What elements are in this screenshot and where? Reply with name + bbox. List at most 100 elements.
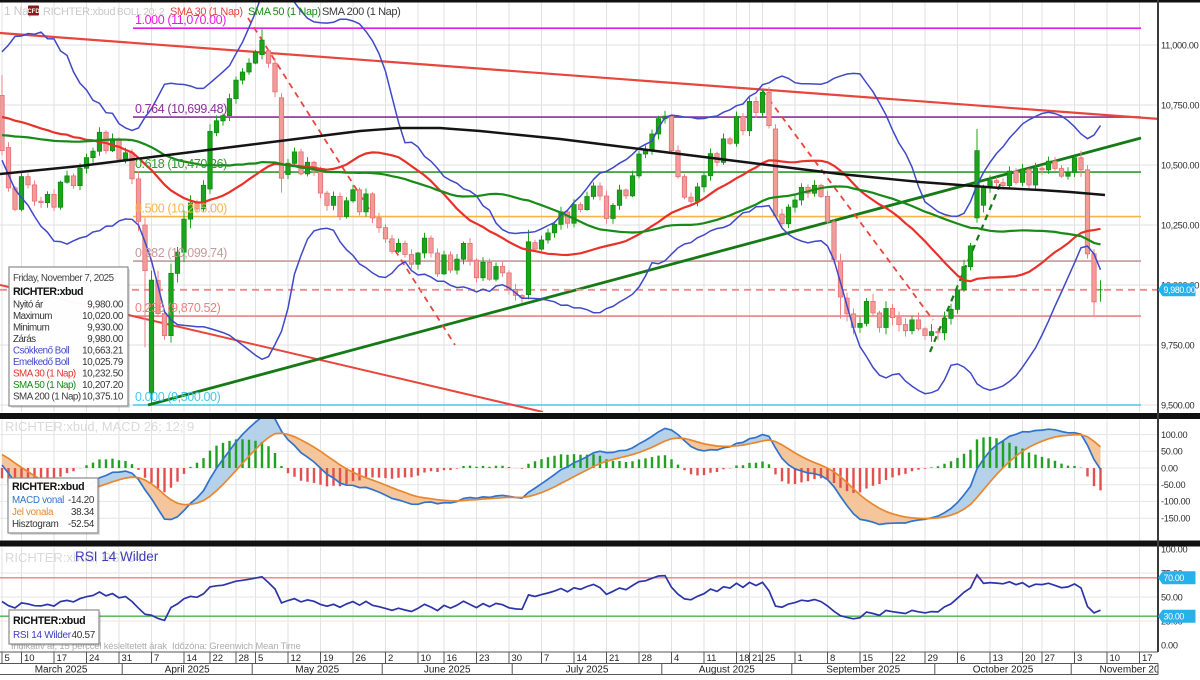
svg-text:28: 28	[642, 653, 653, 664]
svg-text:1 Nap: 1 Nap	[4, 4, 36, 18]
svg-text:15: 15	[863, 653, 874, 664]
svg-text:1: 1	[798, 653, 803, 664]
svg-text:10,500.00: 10,500.00	[1161, 160, 1199, 170]
svg-text:6: 6	[960, 653, 965, 664]
svg-text:21: 21	[752, 653, 763, 664]
svg-text:0.00: 0.00	[1161, 640, 1178, 650]
svg-text:MACD vonal: MACD vonal	[12, 495, 64, 506]
svg-text:31: 31	[122, 653, 133, 664]
svg-text:70.00: 70.00	[1164, 573, 1185, 583]
svg-text:June 2025: June 2025	[424, 665, 471, 676]
svg-text:Friday, November 7, 2025: Friday, November 7, 2025	[13, 273, 115, 284]
svg-text:RICHTER:xbud: RICHTER:xbud	[43, 6, 115, 18]
svg-text:November 2025: November 2025	[1100, 665, 1172, 676]
svg-text:11,000.00: 11,000.00	[1161, 40, 1199, 50]
svg-text:10,250.00: 10,250.00	[1161, 220, 1199, 230]
svg-text:16: 16	[447, 653, 458, 664]
svg-text:Emelkedő Boll: Emelkedő Boll	[13, 357, 69, 368]
svg-text:11: 11	[707, 653, 717, 664]
svg-text:30: 30	[512, 653, 523, 664]
svg-text:Minimum: Minimum	[13, 323, 50, 334]
svg-text:September 2025: September 2025	[826, 665, 900, 676]
svg-text:0.618 (10,470.26): 0.618 (10,470.26)	[135, 157, 227, 171]
svg-text:May 2025: May 2025	[295, 665, 339, 676]
svg-text:23: 23	[479, 653, 490, 664]
svg-text:Nyitó ár: Nyitó ár	[13, 300, 44, 311]
svg-text:2: 2	[388, 653, 393, 664]
svg-text:10,375.10: 10,375.10	[82, 392, 124, 403]
svg-text:9,500.00: 9,500.00	[1161, 400, 1195, 410]
svg-text:Jel vonala: Jel vonala	[12, 507, 54, 518]
svg-text:7: 7	[544, 653, 549, 664]
svg-text:7: 7	[154, 653, 159, 664]
svg-text:9,980.00: 9,980.00	[87, 334, 124, 345]
svg-text:50.00: 50.00	[1161, 592, 1183, 602]
svg-text:RICHTER:xbud: RICHTER:xbud	[13, 615, 85, 627]
svg-text:RICHTER:xbud, RSI 14: RICHTER:xbud, RSI 14	[5, 550, 142, 565]
svg-text:July 2025: July 2025	[566, 665, 609, 676]
svg-text:SMA 200 (1 Nap): SMA 200 (1 Nap)	[322, 6, 400, 18]
svg-text:-150.00: -150.00	[1161, 514, 1190, 524]
svg-text:Zárás: Zárás	[13, 334, 36, 345]
svg-text:8: 8	[830, 653, 835, 664]
svg-text:40.57: 40.57	[71, 630, 95, 641]
svg-text:30.00: 30.00	[1164, 611, 1185, 621]
svg-text:10: 10	[1110, 653, 1121, 664]
svg-text:0.382 (10,099.74): 0.382 (10,099.74)	[135, 246, 227, 260]
svg-text:0.000 (9,500.00): 0.000 (9,500.00)	[135, 390, 221, 404]
svg-text:25: 25	[765, 653, 776, 664]
svg-text:22: 22	[895, 653, 906, 664]
svg-text:October 2025: October 2025	[973, 665, 1034, 676]
svg-text:19: 19	[323, 653, 334, 664]
svg-text:100.00: 100.00	[1161, 544, 1187, 554]
svg-text:28: 28	[239, 653, 250, 664]
svg-text:RSI 14 Wilder: RSI 14 Wilder	[13, 630, 72, 641]
svg-text:Időzóna: Greenwich Mean Time: Időzóna: Greenwich Mean Time	[172, 641, 301, 652]
svg-text:SMA 200 (1 Nap): SMA 200 (1 Nap)	[13, 392, 81, 403]
svg-text:-100.00: -100.00	[1161, 497, 1190, 507]
svg-text:0.00: 0.00	[1161, 463, 1178, 473]
svg-text:Indikatív ár, 15 perccel késle: Indikatív ár, 15 perccel késleltetett ár…	[11, 641, 167, 652]
svg-text:Hisztogram: Hisztogram	[12, 519, 59, 530]
svg-text:1.000 (11,070.00): 1.000 (11,070.00)	[135, 13, 226, 27]
svg-text:21: 21	[609, 653, 620, 664]
svg-text:10,750.00: 10,750.00	[1161, 100, 1199, 110]
svg-text:Maximum: Maximum	[13, 311, 52, 322]
svg-text:0.500 (10,285.00): 0.500 (10,285.00)	[135, 202, 227, 216]
svg-text:50.00: 50.00	[1161, 447, 1183, 457]
svg-text:9,980.00: 9,980.00	[87, 300, 124, 311]
svg-text:March 2025: March 2025	[35, 665, 88, 676]
svg-text:26: 26	[356, 653, 367, 664]
svg-text:9,980.00: 9,980.00	[1164, 285, 1196, 295]
svg-text:13: 13	[993, 653, 1004, 664]
svg-text:29: 29	[928, 653, 939, 664]
svg-text:9,750.00: 9,750.00	[1161, 340, 1195, 350]
svg-text:5: 5	[258, 653, 263, 664]
svg-text:3: 3	[1077, 653, 1082, 664]
svg-text:10,207.20: 10,207.20	[82, 380, 124, 391]
svg-text:12: 12	[291, 653, 302, 664]
svg-text:22: 22	[213, 653, 224, 664]
svg-text:RICHTER:xbud: RICHTER:xbud	[13, 286, 83, 298]
svg-text:10,025.79: 10,025.79	[82, 357, 123, 368]
svg-text:17: 17	[1142, 653, 1153, 664]
svg-text:RICHTER:xbud: RICHTER:xbud	[12, 481, 84, 493]
svg-text:SMA 50 (1 Nap): SMA 50 (1 Nap)	[13, 380, 76, 391]
svg-text:RICHTER:xbud, MACD 26; 12; 9: RICHTER:xbud, MACD 26; 12; 9	[5, 419, 194, 434]
svg-text:4: 4	[674, 653, 679, 664]
svg-text:SMA 50 (1 Nap): SMA 50 (1 Nap)	[248, 6, 321, 18]
svg-text:10,663.21: 10,663.21	[82, 346, 123, 357]
svg-text:-52.54: -52.54	[68, 519, 95, 530]
svg-text:17: 17	[57, 653, 68, 664]
svg-text:10: 10	[24, 653, 35, 664]
svg-text:27: 27	[1045, 653, 1056, 664]
svg-text:20: 20	[1025, 653, 1036, 664]
svg-text:-14.20: -14.20	[68, 495, 95, 506]
svg-text:9,930.00: 9,930.00	[87, 323, 124, 334]
svg-text:10: 10	[421, 653, 432, 664]
svg-text:RSI 14 Wilder: RSI 14 Wilder	[75, 549, 159, 564]
svg-text:5: 5	[5, 653, 10, 664]
svg-text:April 2025: April 2025	[165, 665, 210, 676]
svg-text:0.236 (9,870.52): 0.236 (9,870.52)	[135, 301, 221, 315]
svg-text:0.764 (10,699.48): 0.764 (10,699.48)	[135, 102, 227, 116]
